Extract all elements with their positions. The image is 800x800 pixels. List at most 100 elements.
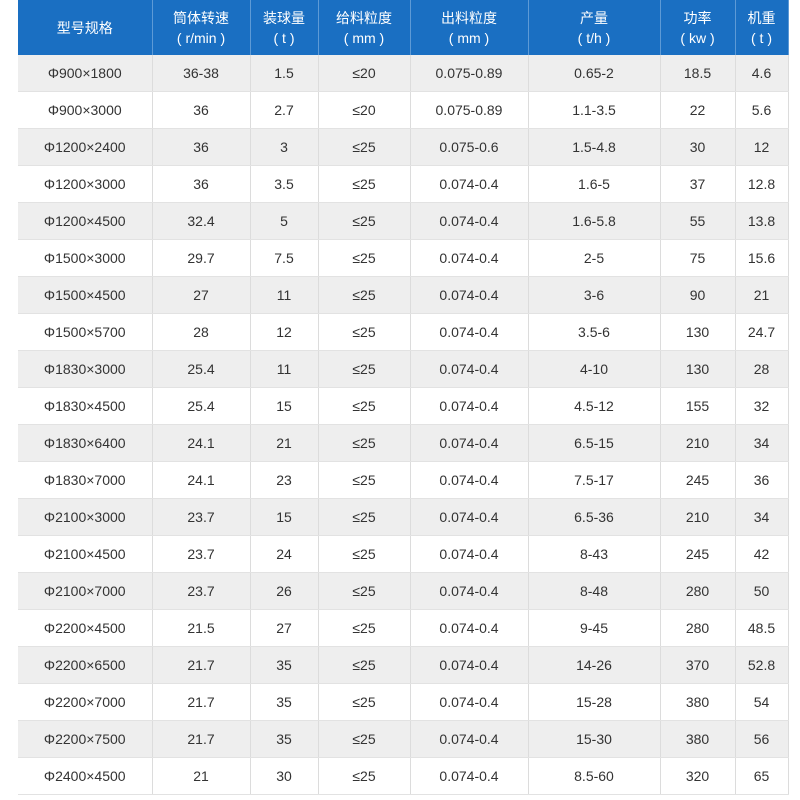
table-cell: 21.7 <box>152 683 251 721</box>
table-cell: 0.074-0.4 <box>410 757 529 795</box>
table-cell: 21 <box>735 276 789 314</box>
header-cell: 装球量 ( t ) <box>250 0 319 55</box>
table-cell: 210 <box>660 424 736 462</box>
table-row: Φ1500×3000 29.7 7.5 ≤25 0.074-0.4 2-5 75 15.6 <box>18 239 789 277</box>
table-cell: Φ1200×2400 <box>18 128 153 166</box>
table-cell: 0.074-0.4 <box>410 461 529 499</box>
header-cell: 筒体转速 ( r/min ) <box>152 0 251 55</box>
table-cell: 14-26 <box>528 646 661 684</box>
header-title: 功率 <box>683 9 712 26</box>
table-row: Φ2100×4500 23.7 24 ≤25 0.074-0.4 8-43 245 42 <box>18 535 789 573</box>
table-cell: ≤20 <box>318 55 411 92</box>
table-cell: 32 <box>735 387 789 425</box>
table-row: Φ1500×4500 27 11 ≤25 0.074-0.4 3-6 90 21 <box>18 276 789 314</box>
header-title: 装球量 <box>263 9 305 26</box>
table-cell: 27 <box>152 276 251 314</box>
table-cell: 245 <box>660 461 736 499</box>
table-row: Φ2400×4500 21 30 ≤25 0.074-0.4 8.5-60 320 65 <box>18 757 789 795</box>
table-row: Φ2100×7000 23.7 26 ≤25 0.074-0.4 8-48 280 50 <box>18 572 789 610</box>
table-cell: 3 <box>250 128 319 166</box>
table-cell: 0.074-0.4 <box>410 424 529 462</box>
table-cell: ≤25 <box>318 498 411 536</box>
spec-table: 型号规格 筒体转速 ( r/min ) 装球量 ( t ) 给料粒度 ( mm ) 出料粒度 (… <box>18 0 789 795</box>
table-row: Φ1200×2400 36 3 ≤25 0.075-0.6 1.5-4.8 30 12 <box>18 128 789 166</box>
header-cell: 型号规格 <box>18 0 153 55</box>
table-cell: Φ1200×3000 <box>18 165 153 203</box>
table-cell: 32.4 <box>152 202 251 240</box>
table-cell: 0.075-0.89 <box>410 91 529 129</box>
table-cell: 1.6-5 <box>528 165 661 203</box>
table-cell: ≤25 <box>318 128 411 166</box>
table-cell: 0.075-0.6 <box>410 128 529 166</box>
table-cell: 4.6 <box>735 55 789 92</box>
table-cell: ≤25 <box>318 313 411 351</box>
table-cell: 12.8 <box>735 165 789 203</box>
table-cell: 0.074-0.4 <box>410 646 529 684</box>
header-unit: ( kw ) <box>680 29 715 46</box>
table-cell: 0.074-0.4 <box>410 239 529 277</box>
table-row: Φ1200×4500 32.4 5 ≤25 0.074-0.4 1.6-5.8 55 13.8 <box>18 202 789 240</box>
table-cell: 75 <box>660 239 736 277</box>
table-cell: 0.074-0.4 <box>410 498 529 536</box>
table-cell: Φ900×3000 <box>18 91 153 129</box>
table-row: Φ1500×5700 28 12 ≤25 0.074-0.4 3.5-6 130 24.7 <box>18 313 789 351</box>
table-cell: 370 <box>660 646 736 684</box>
table-cell: 24 <box>250 535 319 573</box>
table-cell: 0.074-0.4 <box>410 535 529 573</box>
table-cell: 4-10 <box>528 350 661 388</box>
table-cell: 34 <box>735 498 789 536</box>
table-cell: 37 <box>660 165 736 203</box>
header-title: 给料粒度 <box>336 9 392 26</box>
table-cell: 13.8 <box>735 202 789 240</box>
table-cell: Φ1500×5700 <box>18 313 153 351</box>
table-cell: 280 <box>660 572 736 610</box>
table-cell: 23 <box>250 461 319 499</box>
table-cell: 8-48 <box>528 572 661 610</box>
table-row: Φ2100×3000 23.7 15 ≤25 0.074-0.4 6.5-36 210 34 <box>18 498 789 536</box>
header-unit: ( mm ) <box>448 29 490 46</box>
table-cell: 23.7 <box>152 498 251 536</box>
table-cell: 36 <box>152 165 251 203</box>
table-cell: 23.7 <box>152 572 251 610</box>
table-cell: 21 <box>152 757 251 795</box>
table-cell: 29.7 <box>152 239 251 277</box>
table-cell: Φ2200×4500 <box>18 609 153 647</box>
table-cell: ≤25 <box>318 202 411 240</box>
table-cell: 26 <box>250 572 319 610</box>
table-cell: 52.8 <box>735 646 789 684</box>
table-cell: 2.7 <box>250 91 319 129</box>
table-cell: ≤25 <box>318 165 411 203</box>
table-cell: 48.5 <box>735 609 789 647</box>
header-row: 型号规格 筒体转速 ( r/min ) 装球量 ( t ) 给料粒度 ( mm ) 出料粒度 (… <box>18 0 789 55</box>
table-cell: 24.1 <box>152 461 251 499</box>
table-row: Φ2200×7000 21.7 35 ≤25 0.074-0.4 15-28 380 54 <box>18 683 789 721</box>
table-cell: 15 <box>250 498 319 536</box>
table-cell: 3.5 <box>250 165 319 203</box>
table-cell: 27 <box>250 609 319 647</box>
table-cell: 28 <box>152 313 251 351</box>
table-cell: 36 <box>735 461 789 499</box>
table-cell: Φ2100×4500 <box>18 535 153 573</box>
table-cell: 90 <box>660 276 736 314</box>
table-wrap: 型号规格 筒体转速 ( r/min ) 装球量 ( t ) 给料粒度 ( mm ) 出料粒度 (… <box>18 0 789 795</box>
table-cell: 12 <box>735 128 789 166</box>
table-cell: 2-5 <box>528 239 661 277</box>
table-cell: Φ2400×4500 <box>18 757 153 795</box>
table-row: Φ900×1800 36-38 1.5 ≤20 0.075-0.89 0.65-2 18.5… <box>18 55 789 92</box>
table-cell: Φ2200×7500 <box>18 720 153 758</box>
table-cell: 24.7 <box>735 313 789 351</box>
table-cell: ≤25 <box>318 350 411 388</box>
table-cell: 15 <box>250 387 319 425</box>
table-cell: 0.075-0.89 <box>410 55 529 92</box>
table-row: Φ2200×4500 21.5 27 ≤25 0.074-0.4 9-45 280 48.5 <box>18 609 789 647</box>
table-cell: 3.5-6 <box>528 313 661 351</box>
table-cell: 0.074-0.4 <box>410 683 529 721</box>
table-cell: 0.074-0.4 <box>410 387 529 425</box>
table-cell: 36-38 <box>152 55 251 92</box>
table-cell: ≤20 <box>318 91 411 129</box>
table-cell: 6.5-15 <box>528 424 661 462</box>
header-cell: 给料粒度 ( mm ) <box>318 0 411 55</box>
table-cell: Φ1830×6400 <box>18 424 153 462</box>
table-cell: 28 <box>735 350 789 388</box>
table-cell: 25.4 <box>152 387 251 425</box>
